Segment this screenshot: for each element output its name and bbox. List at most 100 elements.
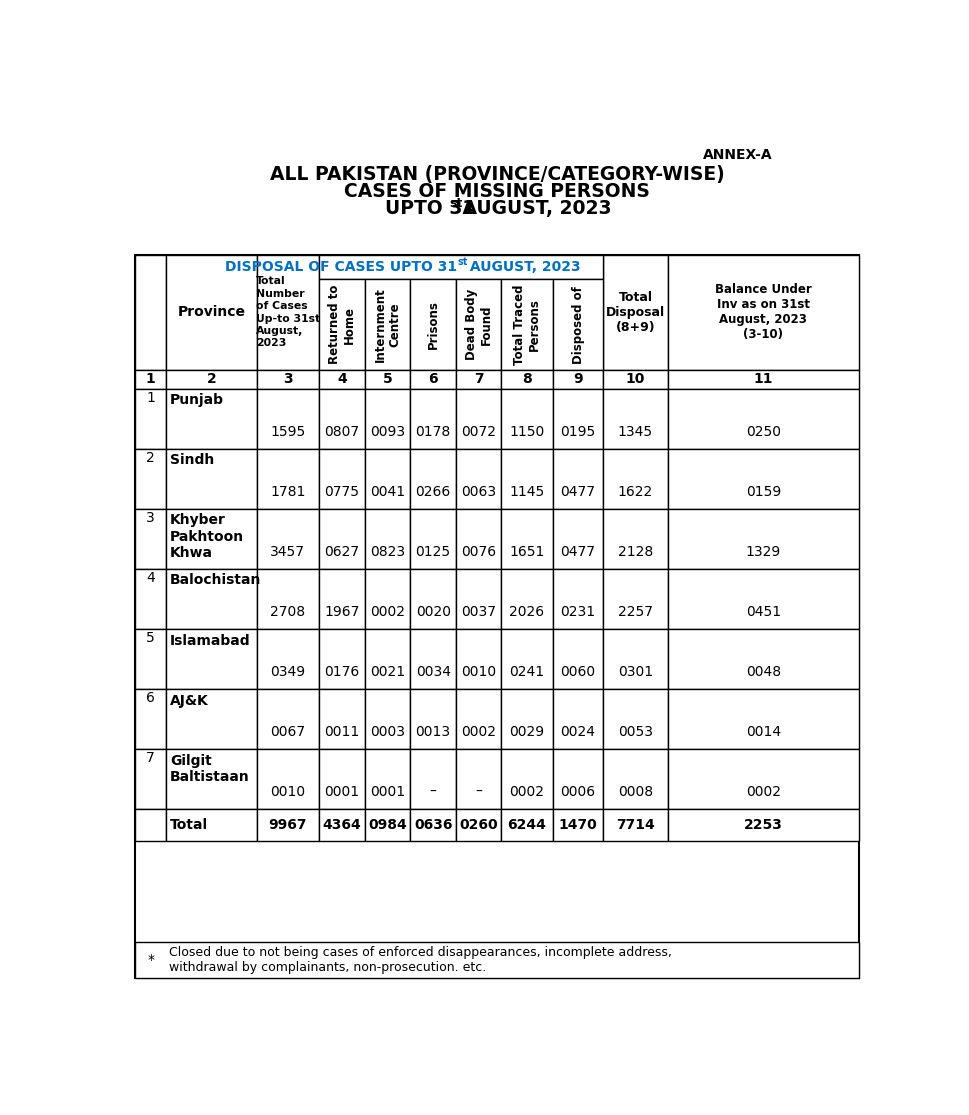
Bar xyxy=(455,569,500,629)
Text: 8: 8 xyxy=(521,372,531,387)
Text: 10: 10 xyxy=(625,372,644,387)
Bar xyxy=(603,629,667,689)
Text: 6: 6 xyxy=(428,372,438,387)
Text: Total Traced
Persons: Total Traced Persons xyxy=(513,284,541,365)
Bar xyxy=(603,809,667,842)
Text: 0125: 0125 xyxy=(415,545,451,559)
Text: 0013: 0013 xyxy=(415,725,451,739)
Text: 0002: 0002 xyxy=(509,785,544,799)
Bar xyxy=(552,809,603,842)
Bar xyxy=(135,941,859,979)
Text: Punjab: Punjab xyxy=(170,394,224,407)
Bar xyxy=(500,809,552,842)
Bar xyxy=(135,749,166,809)
Text: 0002: 0002 xyxy=(370,605,405,619)
Bar xyxy=(135,569,166,629)
Text: Total
Disposal
(8+9): Total Disposal (8+9) xyxy=(606,291,665,333)
Bar xyxy=(257,254,319,370)
Bar xyxy=(603,508,667,569)
Text: 0001: 0001 xyxy=(370,785,405,799)
Bar xyxy=(365,689,410,749)
Bar xyxy=(365,749,410,809)
Text: Islamabad: Islamabad xyxy=(170,633,250,648)
Bar xyxy=(257,629,319,689)
Bar xyxy=(410,280,455,370)
Text: Khyber
Pakhtoon
Khwa: Khyber Pakhtoon Khwa xyxy=(170,513,244,560)
Text: 3: 3 xyxy=(146,511,155,525)
Text: 2: 2 xyxy=(206,372,216,387)
Text: 0072: 0072 xyxy=(460,425,495,439)
Text: 7: 7 xyxy=(473,372,483,387)
Bar xyxy=(319,689,365,749)
Bar xyxy=(552,689,603,749)
Bar xyxy=(135,389,166,448)
Text: 0159: 0159 xyxy=(745,485,780,500)
Bar xyxy=(410,389,455,448)
Text: 0250: 0250 xyxy=(745,425,780,439)
Bar xyxy=(667,749,859,809)
Text: 0260: 0260 xyxy=(458,818,497,832)
Text: 0301: 0301 xyxy=(617,666,652,679)
Bar xyxy=(166,749,257,809)
Bar xyxy=(410,569,455,629)
Text: 0627: 0627 xyxy=(325,545,359,559)
Bar xyxy=(603,689,667,749)
Bar xyxy=(552,280,603,370)
Bar xyxy=(552,749,603,809)
Text: 0231: 0231 xyxy=(560,605,595,619)
Bar xyxy=(500,280,552,370)
Bar xyxy=(667,448,859,508)
Text: 0003: 0003 xyxy=(370,725,405,739)
Text: 0048: 0048 xyxy=(745,666,780,679)
Text: 1781: 1781 xyxy=(270,485,305,500)
Text: Disposed of: Disposed of xyxy=(571,285,584,363)
Text: 0093: 0093 xyxy=(370,425,405,439)
Text: 2257: 2257 xyxy=(617,605,652,619)
Bar xyxy=(365,370,410,389)
Bar xyxy=(455,749,500,809)
Text: 4: 4 xyxy=(337,372,347,387)
Bar xyxy=(365,569,410,629)
Text: AUGUST, 2023: AUGUST, 2023 xyxy=(464,260,580,274)
Text: Returned to
Home: Returned to Home xyxy=(328,285,356,365)
Bar xyxy=(667,389,859,448)
Bar xyxy=(135,448,166,508)
Bar xyxy=(500,749,552,809)
Text: 1345: 1345 xyxy=(617,425,652,439)
Bar xyxy=(166,370,257,389)
Bar xyxy=(135,508,166,569)
Text: CASES OF MISSING PERSONS: CASES OF MISSING PERSONS xyxy=(344,182,649,201)
Text: 0006: 0006 xyxy=(560,785,595,799)
Bar xyxy=(455,508,500,569)
Text: 0014: 0014 xyxy=(745,725,780,739)
Bar xyxy=(552,389,603,448)
Text: 0451: 0451 xyxy=(745,605,780,619)
Text: 2026: 2026 xyxy=(509,605,544,619)
Text: Internment
Centre: Internment Centre xyxy=(373,288,401,362)
Text: 1329: 1329 xyxy=(745,545,780,559)
Bar xyxy=(135,254,166,370)
Bar xyxy=(455,448,500,508)
Text: 1595: 1595 xyxy=(270,425,305,439)
Text: 0034: 0034 xyxy=(416,666,451,679)
Text: st: st xyxy=(457,258,468,268)
Bar xyxy=(410,749,455,809)
Text: 0178: 0178 xyxy=(415,425,451,439)
Bar xyxy=(257,809,319,842)
Bar xyxy=(257,569,319,629)
Text: DISPOSAL OF CASES UPTO 31: DISPOSAL OF CASES UPTO 31 xyxy=(225,260,456,274)
Bar xyxy=(603,569,667,629)
Text: 0024: 0024 xyxy=(560,725,595,739)
Text: –: – xyxy=(429,785,436,799)
Text: 0241: 0241 xyxy=(509,666,544,679)
Bar xyxy=(455,629,500,689)
Text: 0010: 0010 xyxy=(460,666,495,679)
Text: 0053: 0053 xyxy=(617,725,652,739)
Bar xyxy=(667,629,859,689)
Bar xyxy=(365,448,410,508)
Text: 4: 4 xyxy=(146,571,155,585)
Text: 1: 1 xyxy=(146,391,155,405)
Text: 0823: 0823 xyxy=(370,545,405,559)
Text: Dead Body
Found: Dead Body Found xyxy=(464,289,492,360)
Text: 0349: 0349 xyxy=(270,666,305,679)
